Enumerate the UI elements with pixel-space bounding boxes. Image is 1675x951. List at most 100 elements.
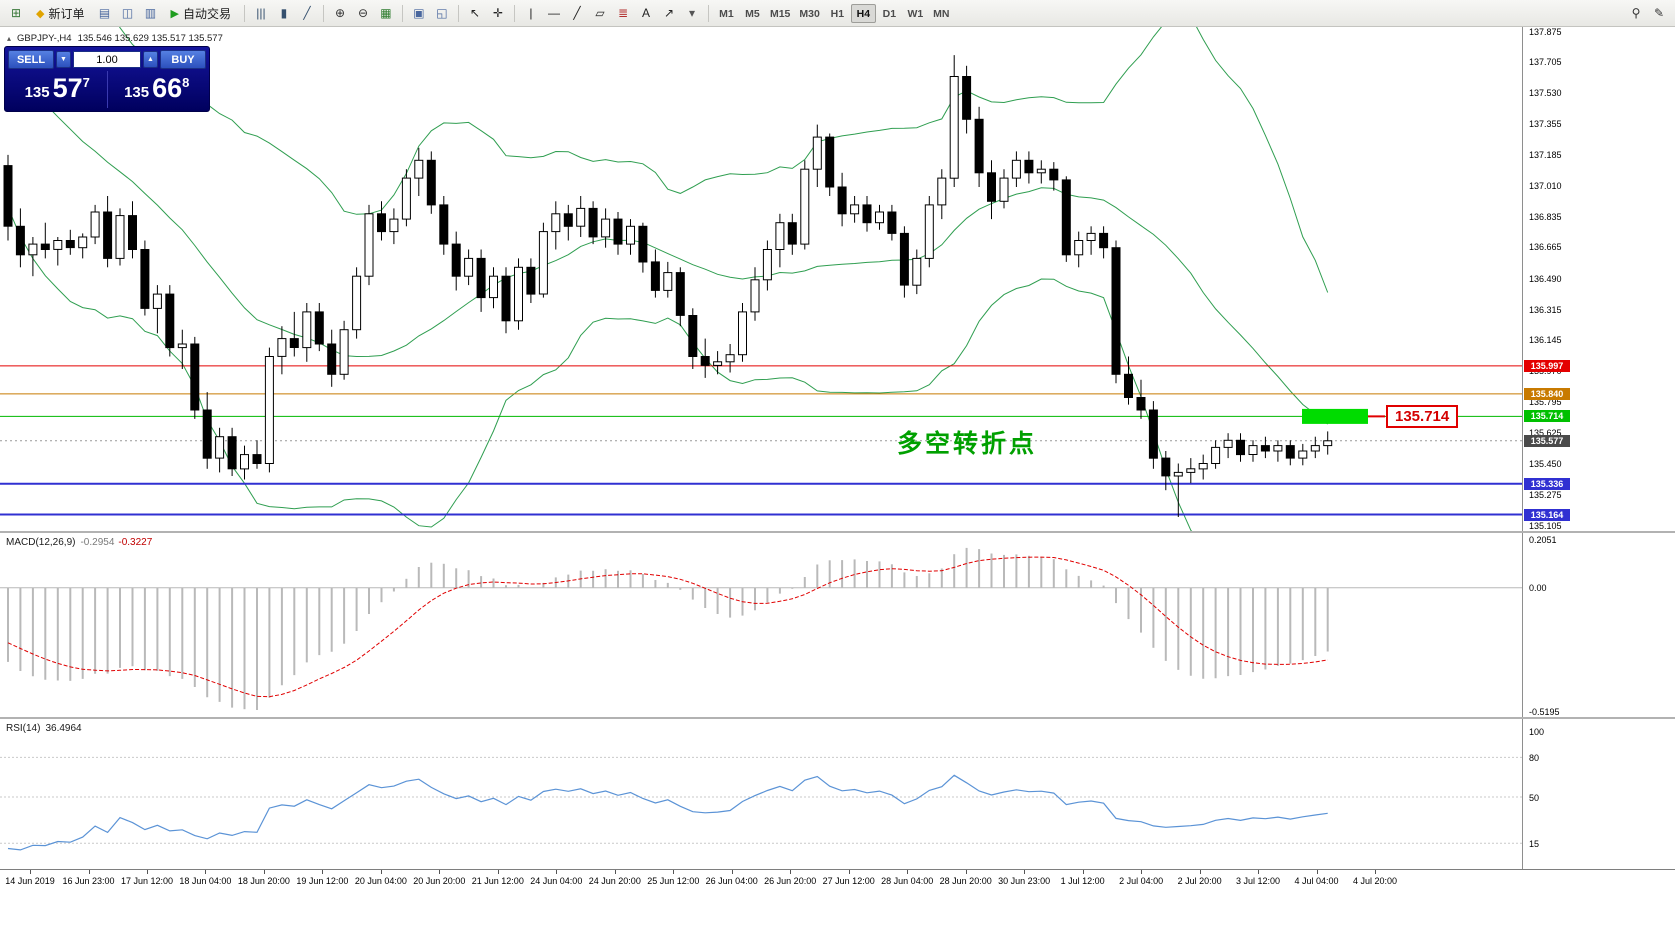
compose-icon[interactable]: ✎ bbox=[1653, 6, 1665, 20]
shapes-dropdown-icon[interactable]: ▾ bbox=[688, 6, 695, 20]
new-chart-icon[interactable]: ⊞ bbox=[10, 6, 22, 20]
trendline-icon[interactable]: ╱ bbox=[573, 6, 581, 20]
zoom-out-icon[interactable]: ⊖ bbox=[357, 6, 368, 20]
timeframe-h4-button[interactable]: H4 bbox=[850, 3, 876, 23]
time-tick bbox=[147, 870, 148, 874]
price-axis-label: 136.835 bbox=[1529, 212, 1562, 222]
buy-price[interactable]: 135 668 bbox=[108, 71, 207, 108]
price-axis[interactable]: 137.875 137.705 137.530 137.355 137.185 137.0… bbox=[1522, 27, 1675, 531]
candle bbox=[750, 267, 760, 321]
candle bbox=[240, 445, 249, 480]
time-tick bbox=[907, 870, 909, 874]
zoom-in-icon[interactable]: ⊕ bbox=[334, 6, 345, 20]
candle bbox=[974, 106, 984, 187]
autotrading-play-icon: ▶ bbox=[170, 7, 179, 20]
collapse-arrow-icon[interactable]: ▴ bbox=[7, 34, 12, 43]
symbol-name: GBPJPY-,H4 bbox=[17, 33, 72, 44]
crosshair-icon[interactable]: ✛ bbox=[492, 6, 503, 20]
time-tick bbox=[614, 870, 616, 874]
timeframe-h1-button[interactable]: H1 bbox=[830, 7, 845, 20]
buy-button[interactable]: BUY bbox=[160, 50, 206, 69]
candle bbox=[551, 201, 561, 250]
rsi-axis[interactable]: 100 80 50 15 bbox=[1522, 719, 1675, 869]
timeframe-m15-button[interactable]: M15 bbox=[769, 7, 791, 20]
rsi-axis-label: 80 bbox=[1529, 752, 1540, 763]
timeframe-mn-button[interactable]: MN bbox=[933, 7, 950, 20]
chevron-down-icon: ▼ bbox=[60, 56, 67, 63]
price-axis-label: 135.105 bbox=[1529, 520, 1562, 531]
price-axis-label: 136.490 bbox=[1529, 273, 1562, 284]
volume-increase-button[interactable]: ▲ bbox=[143, 51, 158, 68]
timeframe-d1-button[interactable]: D1 bbox=[882, 7, 897, 20]
highlight-rectangle[interactable] bbox=[1302, 408, 1368, 424]
candlestick-chart-type-icon[interactable]: ▮ bbox=[280, 6, 288, 20]
candle bbox=[1036, 160, 1046, 184]
chart-annotation-text[interactable]: 多空转折点 bbox=[897, 430, 1038, 458]
candle bbox=[514, 258, 523, 330]
equidistant-channel-icon[interactable]: ▱ bbox=[595, 6, 605, 20]
time-tick bbox=[848, 870, 850, 874]
cursor-icon[interactable]: ↖ bbox=[469, 6, 480, 20]
volume-decrease-button[interactable]: ▼ bbox=[56, 51, 71, 68]
time-axis-label: 20 Jun 04:00 bbox=[354, 876, 407, 886]
candle bbox=[850, 196, 860, 223]
sell-price-pips: 57 bbox=[52, 73, 83, 103]
profiles-icon[interactable]: ▤ bbox=[98, 6, 111, 20]
timeframe-w1-button[interactable]: W1 bbox=[907, 7, 924, 20]
rsi-chart[interactable] bbox=[0, 719, 1522, 869]
price-tag: 135.997 bbox=[1524, 359, 1570, 372]
time-tick bbox=[1024, 870, 1026, 874]
candle bbox=[339, 320, 349, 380]
candlestick-chart[interactable] bbox=[0, 27, 1522, 531]
candle bbox=[53, 237, 63, 266]
time-axis-label: 28 Jun 20:00 bbox=[939, 876, 992, 886]
sell-button[interactable]: SELL bbox=[8, 50, 54, 69]
line-chart-type-icon[interactable]: ╱ bbox=[303, 6, 311, 20]
search-icon[interactable]: ⚲ bbox=[1631, 6, 1641, 20]
candle bbox=[762, 240, 772, 291]
candle bbox=[277, 326, 287, 375]
new-order-button[interactable]: ◆ 新订单 bbox=[28, 3, 92, 23]
cascade-windows-icon[interactable]: ◱ bbox=[436, 6, 448, 20]
time-axis[interactable]: 14 Jun 2019 16 Jun 23:00 17 Jun 12:00 18 Ju… bbox=[0, 869, 1675, 951]
arrow-tools-icon[interactable]: ↗ bbox=[663, 6, 674, 20]
candle bbox=[787, 213, 797, 255]
candle bbox=[999, 169, 1009, 209]
macd-chart[interactable] bbox=[0, 533, 1522, 717]
grid-icon[interactable]: ▦ bbox=[380, 6, 392, 20]
buy-price-pipette: 8 bbox=[182, 75, 190, 90]
time-tick bbox=[1375, 870, 1376, 874]
sell-price[interactable]: 135 577 bbox=[8, 71, 107, 108]
candle bbox=[289, 311, 299, 357]
time-tick bbox=[790, 870, 792, 874]
horizontal-line-icon[interactable]: — bbox=[547, 6, 560, 20]
trade-panel-controls: SELL ▼ ▲ BUY bbox=[8, 50, 206, 69]
time-tick bbox=[322, 870, 324, 874]
text-label-icon[interactable]: A bbox=[641, 6, 650, 20]
candle bbox=[937, 169, 947, 220]
candle bbox=[538, 222, 548, 298]
candle bbox=[501, 267, 511, 334]
timeframe-m1-button[interactable]: M1 bbox=[719, 7, 734, 20]
candle bbox=[588, 201, 598, 245]
price-axis-label: 137.530 bbox=[1529, 88, 1562, 98]
candle bbox=[775, 213, 785, 268]
candle bbox=[675, 267, 685, 327]
volume-input[interactable] bbox=[73, 51, 141, 68]
buy-price-pips: 66 bbox=[152, 73, 183, 103]
data-window-icon[interactable]: ▥ bbox=[144, 6, 157, 20]
timeframe-m5-button[interactable]: M5 bbox=[745, 7, 760, 20]
time-tick bbox=[1082, 870, 1084, 874]
fibonacci-icon[interactable]: ≣ bbox=[617, 6, 628, 20]
market-watch-icon[interactable]: ◫ bbox=[121, 6, 134, 20]
timeframe-m30-button[interactable]: M30 bbox=[799, 7, 820, 20]
vertical-line-icon[interactable]: | bbox=[529, 6, 533, 20]
autotrading-button[interactable]: ▶ 自动交易 bbox=[162, 3, 238, 23]
macd-axis[interactable]: 0.2051 0.00 -0.5195 bbox=[1522, 533, 1675, 717]
bars-chart-type-icon[interactable]: ||| bbox=[256, 6, 266, 20]
price-callout-label[interactable]: 135.714 bbox=[1386, 405, 1459, 429]
toolbar-separator bbox=[243, 4, 245, 22]
candle bbox=[1298, 443, 1308, 466]
tile-windows-icon[interactable]: ▣ bbox=[413, 6, 425, 20]
bollinger-lower-band bbox=[7, 207, 1193, 531]
